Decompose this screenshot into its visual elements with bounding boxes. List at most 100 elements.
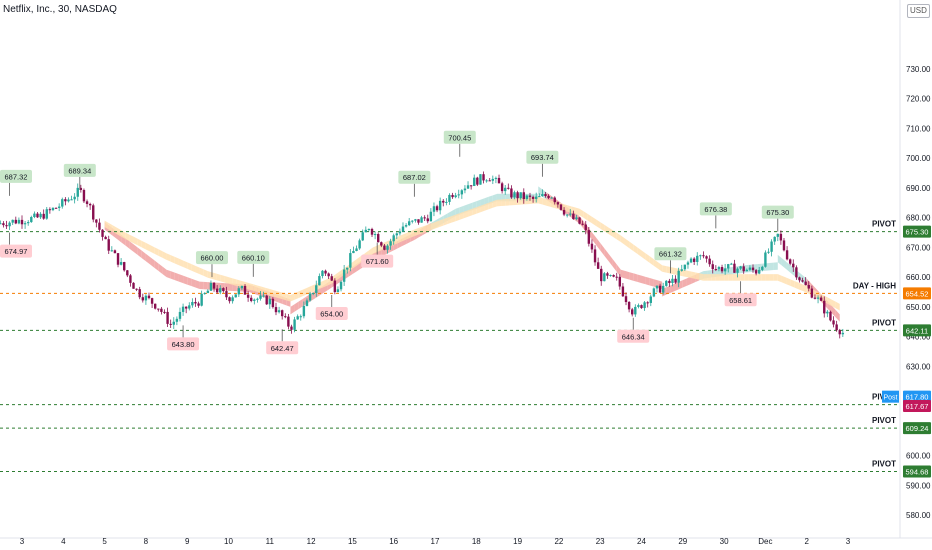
ema-slow-band-segment: [715, 274, 720, 281]
y-tick-label: 660.00: [906, 273, 931, 282]
level-price-tag: [903, 225, 931, 238]
ema-slow-band-segment: [191, 264, 196, 273]
candle-body: [448, 194, 451, 202]
candle-body: [516, 192, 519, 199]
x-tick-label: 3: [20, 537, 25, 546]
candle-body: [810, 288, 814, 298]
ema-slow-band-segment: [211, 272, 217, 281]
ema-slow-band-segment: [323, 278, 328, 288]
ema-ribbon-segment: [641, 275, 646, 285]
ema-slow-band-segment: [509, 198, 514, 206]
ema-slow-band-segment: [311, 284, 316, 293]
candle-body: [373, 234, 377, 236]
ema-slow-band-segment: [777, 274, 782, 283]
candle-body: [823, 300, 826, 314]
ema-ribbon-segment: [199, 281, 204, 290]
currency-badge[interactable]: USD: [907, 4, 930, 18]
ema-slow-band-segment: [600, 222, 605, 232]
candle-body: [153, 303, 157, 309]
ema-slow-band-segment: [397, 234, 402, 244]
ema-slow-band-segment: [707, 274, 712, 281]
ema-slow-band-segment: [575, 207, 580, 216]
ema-slow-band-segment: [352, 259, 357, 269]
candle-body: [150, 298, 154, 304]
candle-body: [668, 280, 671, 283]
ema-slow-band-segment: [216, 273, 221, 282]
swing-label-text: 671.60: [366, 257, 389, 266]
candle-body: [228, 297, 231, 302]
price-tag: [903, 400, 931, 413]
x-tick-label: 10: [224, 537, 233, 546]
ema-slow-band-segment: [439, 219, 444, 228]
level-price-tag: [903, 465, 931, 478]
ema-slow-band-segment: [426, 223, 431, 232]
candle-body: [321, 270, 324, 277]
candle-body: [841, 332, 845, 335]
ema-slow-band-segment: [831, 299, 836, 309]
ema-slow-band-segment: [104, 220, 109, 230]
ema-slow-band-segment: [662, 265, 667, 273]
candle-body: [51, 207, 55, 211]
ema-slow-band-segment: [620, 235, 625, 245]
y-tick-label: 630.00: [906, 362, 931, 371]
level-price-tag: [903, 287, 931, 300]
swing-low-label: [266, 341, 299, 355]
ema-slow-band-segment: [228, 277, 233, 285]
ema-slow-band-segment: [798, 282, 803, 291]
candle-body: [804, 281, 807, 286]
x-tick-label: 12: [307, 537, 316, 546]
candle-body: [733, 263, 736, 273]
swing-label-text: 660.10: [242, 253, 265, 262]
candle-body: [184, 306, 188, 309]
y-tick-label: 640.00: [906, 333, 931, 342]
candle-body: [352, 250, 355, 254]
candle-body: [222, 288, 225, 292]
ema-slow-band-segment: [496, 199, 502, 207]
ema-slow-band-segment: [463, 210, 469, 219]
ema-slow-band-segment: [455, 213, 460, 222]
ema-slow-band-segment: [835, 301, 840, 311]
ema-slow-band-segment: [129, 234, 134, 244]
level-price-tag-text: 654.52: [906, 289, 929, 298]
ema-slow-band-segment: [488, 201, 493, 210]
candle-body: [299, 316, 302, 318]
ema-ribbon-segment: [682, 278, 687, 288]
ema-slow-band-segment: [178, 258, 184, 268]
candle-body: [590, 243, 594, 250]
candle-body: [708, 258, 711, 265]
candle-body: [479, 174, 482, 185]
candle-body: [253, 299, 256, 301]
price-tag: [903, 390, 931, 403]
ema-slow-band-segment: [273, 290, 279, 298]
ema-slow-band-segment: [265, 287, 270, 296]
candle-body: [754, 270, 758, 274]
ema-ribbon-segment: [633, 273, 638, 282]
swing-label-text: 693.74: [531, 153, 554, 162]
swing-high-label: [761, 205, 794, 219]
candle-body: [79, 187, 83, 190]
ema-slow-band-segment: [224, 275, 229, 284]
candle-body: [411, 220, 414, 222]
candle-body: [101, 229, 104, 237]
y-tick-label: 690.00: [906, 184, 931, 193]
candle-body: [45, 209, 48, 219]
candle-body: [119, 262, 123, 265]
ema-slow-band-segment: [591, 216, 597, 226]
ema-ribbon-segment: [496, 193, 502, 202]
candle-body: [88, 203, 92, 206]
candle-body: [92, 205, 95, 220]
candle-body: [194, 302, 197, 304]
swing-label-text: 658.61: [729, 296, 752, 305]
ema-slow-band-segment: [827, 297, 832, 306]
ema-slow-band-segment: [753, 274, 758, 281]
x-tick-label: 3: [846, 537, 851, 546]
candle-body: [377, 234, 380, 243]
candle-body: [383, 245, 386, 250]
ema-ribbon-segment: [145, 253, 151, 265]
candle-body: [116, 253, 120, 265]
y-tick-label: 600.00: [906, 452, 931, 461]
candle-body: [126, 270, 129, 276]
candle-body: [181, 306, 185, 312]
x-tick-label: 22: [554, 537, 563, 546]
